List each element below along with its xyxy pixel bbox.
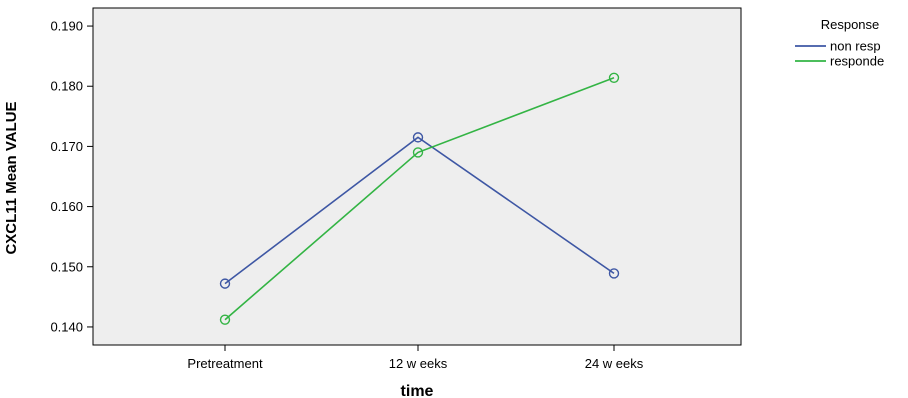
- data-point-responde: [608, 72, 620, 84]
- legend-label: non resp: [830, 39, 881, 54]
- series-line-responde: [224, 77, 615, 321]
- y-tick-label: 0.180: [50, 79, 83, 94]
- legend-label: responde: [830, 54, 884, 69]
- x-axis-title: time: [401, 383, 434, 398]
- x-tick-label: Pretreatment: [187, 356, 263, 371]
- legend-title: Response: [821, 17, 880, 32]
- y-axis: 0.140 0.150 0.160 0.170 0.180 0.190: [50, 19, 93, 334]
- data-point-responde: [219, 314, 231, 325]
- data-point-non-resp: [608, 268, 620, 279]
- y-tick-label: 0.190: [50, 19, 83, 34]
- series-layer: [219, 72, 620, 325]
- x-axis: Pretreatment 12 w eeks 24 w eeks: [187, 345, 644, 371]
- x-tick-label: 12 w eeks: [389, 356, 448, 371]
- data-point-non-resp: [412, 132, 424, 143]
- data-point-non-resp: [219, 278, 231, 289]
- y-tick-label: 0.150: [50, 259, 83, 274]
- plot-area: [92, 7, 742, 346]
- y-tick-label: 0.160: [50, 199, 83, 214]
- y-tick-label: 0.170: [50, 139, 83, 154]
- data-point-responde: [412, 147, 424, 158]
- series-line-non-resp: [224, 136, 615, 285]
- y-tick-label: 0.140: [50, 319, 83, 334]
- y-axis-title: CXCL11 Mean VALUE: [3, 101, 20, 254]
- x-tick-label: 24 w eeks: [585, 356, 644, 371]
